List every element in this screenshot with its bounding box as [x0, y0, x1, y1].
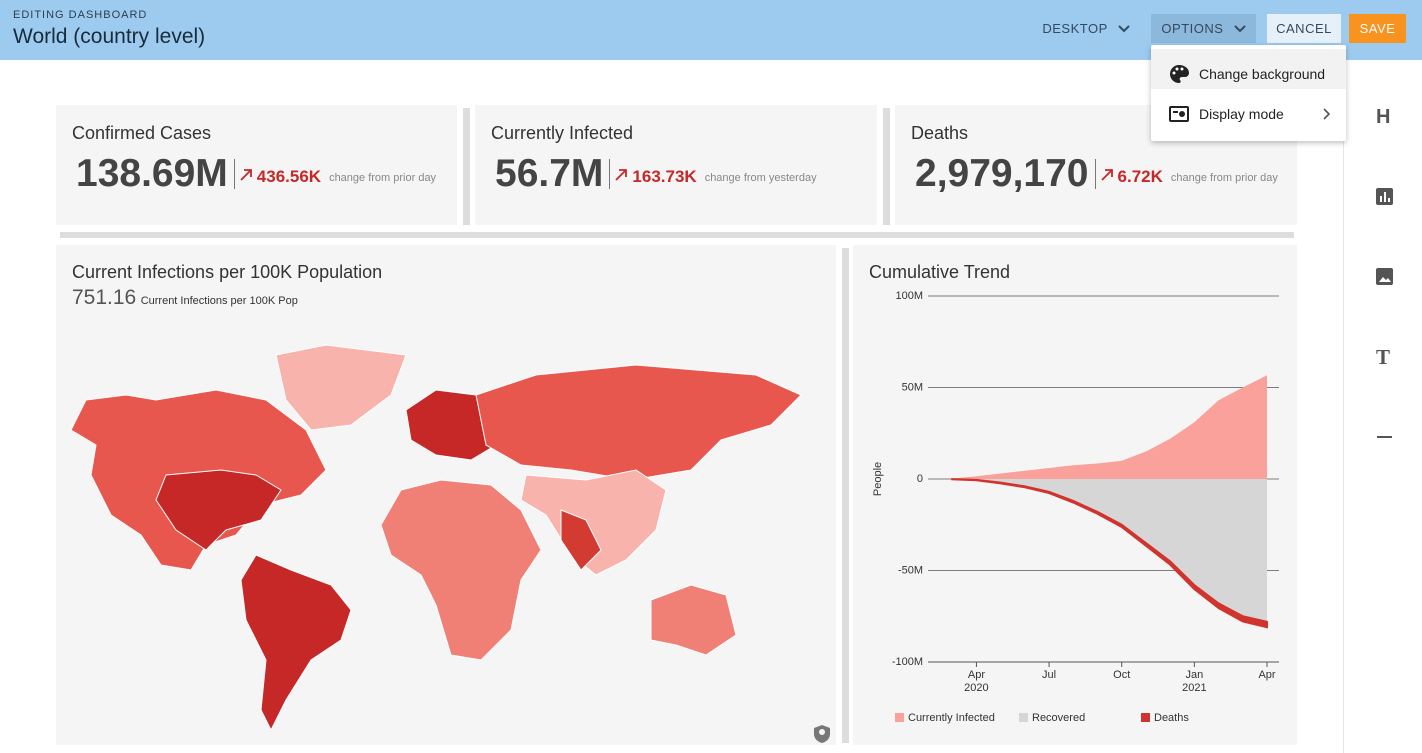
header-subtitle: EDITING DASHBOARD: [13, 9, 148, 21]
resize-handle[interactable]: [883, 108, 890, 225]
kpi-value: 2,979,170: [915, 152, 1089, 195]
kpi-separator: [233, 159, 235, 189]
resize-handle[interactable]: [842, 248, 849, 743]
desktop-button[interactable]: DESKTOP: [1040, 14, 1132, 43]
chevron-right: [1323, 108, 1331, 120]
button-label: OPTIONS: [1161, 21, 1224, 36]
button-label: DESKTOP: [1042, 21, 1108, 36]
chevron: [1233, 25, 1246, 33]
legend-swatch: [1141, 713, 1150, 722]
display-icon: [1169, 106, 1189, 122]
map-title: Current Infections per 100K Population: [72, 262, 383, 282]
recovered-area: [952, 479, 1267, 622]
kpi-separator: [609, 159, 611, 189]
menu-item[interactable]: Display mode: [1199, 106, 1284, 122]
options-button[interactable]: OPTIONS: [1151, 14, 1256, 43]
divider-tool[interactable]: [1377, 436, 1392, 438]
infected-area: [952, 375, 1267, 479]
kpi-note: change from prior day: [329, 172, 437, 184]
map-card: Current Infections per 100K Population 7…: [56, 245, 836, 745]
y-tick-label: -50M: [898, 564, 923, 576]
palette-icon: [1170, 65, 1189, 83]
options-menu: Change background Display mode: [1151, 45, 1346, 141]
kpi-title: Confirmed Cases: [72, 123, 212, 143]
arrow-icon: [615, 168, 628, 181]
x-tick-label: Apr: [1258, 669, 1275, 681]
save-button[interactable]: SAVE: [1349, 14, 1406, 43]
map-value-label: Current Infections per 100K Pop: [140, 295, 298, 307]
x-tick-label: Apr 2020: [964, 669, 988, 694]
kpi-note: change from yesterday: [704, 172, 817, 184]
cancel-button[interactable]: CANCEL: [1267, 14, 1341, 43]
kpi-value: 56.7M: [495, 152, 604, 195]
kpi-value: 138.69M: [76, 152, 228, 195]
y-tick-label: 50M: [902, 381, 923, 393]
text-tool[interactable]: T: [1376, 345, 1391, 369]
y-tick-label: 0: [917, 473, 923, 485]
chart-title: Cumulative Trend: [869, 262, 1010, 282]
y-axis-label: People: [872, 462, 884, 496]
kpi-card: [475, 105, 877, 225]
arrow-icon: [240, 168, 252, 181]
kpi-row: 56.7M 163.73K change from yesterday: [495, 152, 817, 196]
legend-swatch: [1019, 713, 1028, 722]
image-tool[interactable]: [1376, 268, 1393, 285]
x-tick-label: Jul: [1042, 669, 1056, 681]
map-value: 751.16: [72, 286, 137, 309]
kpi-change: 163.73K: [632, 167, 697, 186]
legend-label: Deaths: [1154, 712, 1189, 724]
kpi-row: 2,979,170 6.72K change from prior day: [915, 152, 1278, 196]
deaths-area: [951, 478, 1268, 629]
kpi-row: 138.69M 436.56K change from prior day: [76, 152, 436, 196]
y-tick-label: -100M: [892, 656, 923, 668]
trend-arrow: [614, 168, 628, 187]
legend-swatch: [895, 713, 904, 722]
kpi-title: Currently Infected: [491, 123, 634, 143]
header-title: World (country level): [13, 25, 206, 48]
y-tick-label: 100M: [895, 290, 923, 302]
sidebar-divider: [1343, 60, 1344, 753]
chevron: [1117, 25, 1130, 33]
x-tick-label: Oct: [1113, 669, 1130, 681]
kpi-change: 436.56K: [256, 167, 322, 186]
resize-handle[interactable]: [60, 232, 1294, 238]
arrow-icon: [1100, 168, 1113, 181]
shield-icon[interactable]: [814, 725, 830, 743]
world-map: [70, 344, 802, 732]
menu-item[interactable]: Change background: [1199, 66, 1326, 82]
kpi-note: change from prior day: [1170, 172, 1278, 184]
chart-tool[interactable]: [1376, 188, 1393, 205]
legend-label: Currently Infected: [908, 712, 995, 724]
kpi-change: 6.72K: [1117, 167, 1163, 186]
heading-tool[interactable]: H: [1376, 106, 1391, 128]
kpi-separator: [1094, 159, 1096, 189]
legend-label: Recovered: [1032, 712, 1085, 724]
x-tick-label: Jan 2021: [1182, 669, 1206, 694]
header: EDITING DASHBOARD World (country level) …: [0, 0, 1422, 60]
resize-handle[interactable]: [463, 108, 470, 225]
map-stat: 751.16 Current Infections per 100K Pop: [72, 286, 298, 310]
kpi-title: Deaths: [911, 123, 969, 143]
kpi-card: [56, 105, 457, 225]
trend-arrow: [239, 168, 253, 187]
trend-arrow: [1100, 168, 1114, 187]
